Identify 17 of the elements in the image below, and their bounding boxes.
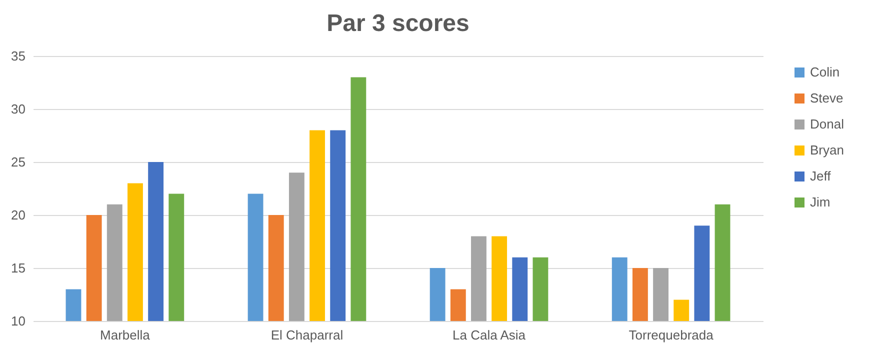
legend-label: Steve: [810, 90, 844, 106]
legend-label: Colin: [810, 64, 840, 80]
x-tick-label: Torrequebrada: [628, 328, 714, 342]
y-tick-label: 30: [11, 102, 26, 116]
x-tick-label: La Cala Asia: [452, 328, 526, 342]
legend-label: Bryan: [810, 142, 844, 158]
legend-label: Donal: [810, 116, 844, 132]
y-tick-label: 35: [11, 48, 26, 64]
x-tick-label: El Chaparral: [270, 328, 344, 342]
chart-title: Par 3 scores: [326, 10, 470, 37]
y-tick-label: 10: [11, 314, 26, 328]
legend-label: Jim: [810, 194, 830, 210]
y-tick-label: 25: [11, 154, 26, 170]
legend-label: Jeff: [810, 168, 832, 184]
y-tick-label: 15: [11, 260, 26, 276]
y-tick-label: 20: [11, 208, 26, 222]
x-tick-label: Marbella: [100, 328, 151, 342]
